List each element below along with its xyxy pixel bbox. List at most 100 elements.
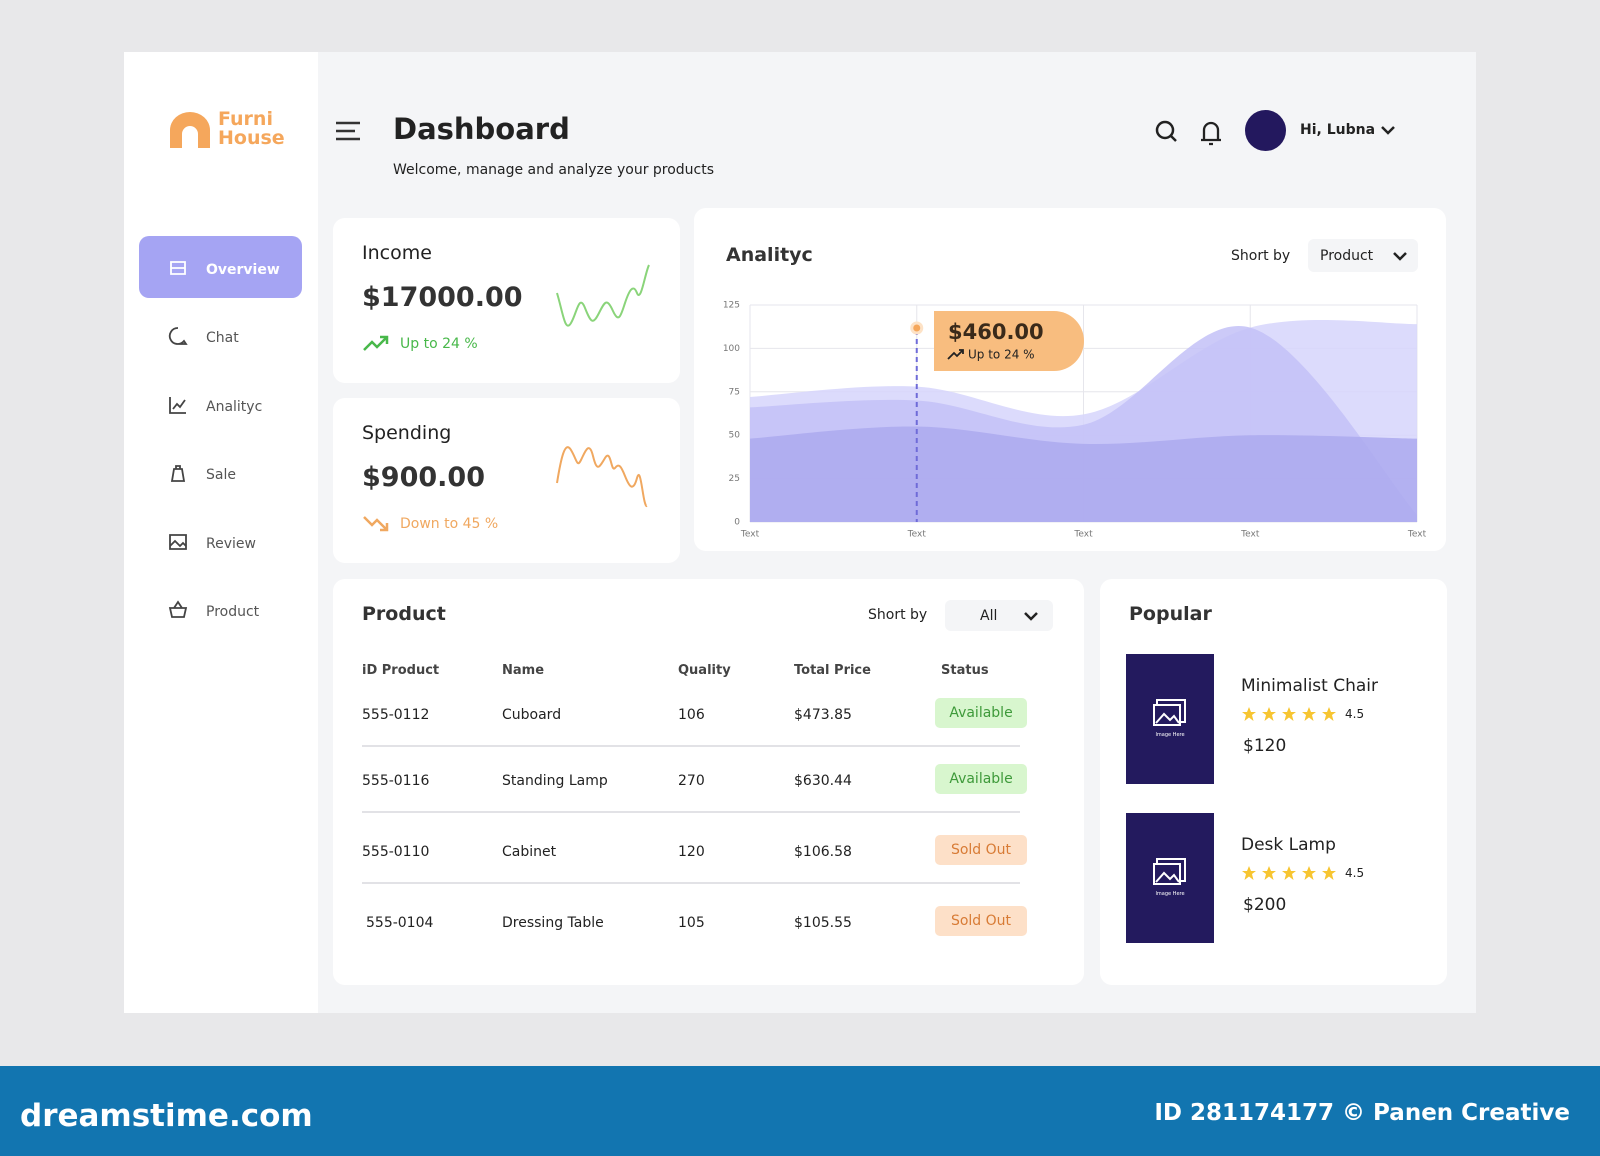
- status-text: Available: [949, 771, 1013, 787]
- star: [1322, 866, 1336, 880]
- price: $120: [1243, 736, 1287, 756]
- cell: 555-0104: [366, 915, 434, 931]
- sort-dropdown[interactable]: Product: [1308, 239, 1418, 272]
- status-text: Sold Out: [950, 913, 1012, 929]
- y-tick-label: 100: [723, 344, 740, 354]
- nav-icon[interactable]: [168, 600, 188, 620]
- nav-icon[interactable]: [168, 532, 188, 552]
- product-image: Image Here: [1126, 654, 1214, 784]
- sort-label: Short by: [1231, 248, 1291, 264]
- sort-dropdown[interactable]: All: [945, 600, 1053, 631]
- nav-icon[interactable]: [168, 395, 188, 415]
- nav-item[interactable]: Chat: [206, 330, 239, 346]
- spending-card: Spending $900.00 Down to 45 %: [333, 398, 680, 563]
- card-change: Down to 45 %: [400, 516, 499, 532]
- y-tick-label: 50: [729, 431, 741, 441]
- column-header: iD Product: [362, 663, 440, 678]
- card-amount: $17000.00: [362, 282, 523, 313]
- y-tick-label: 25: [729, 474, 740, 484]
- header-icons[interactable]: [1154, 118, 1234, 146]
- trend-icon: [363, 516, 389, 532]
- nav-item[interactable]: Product: [206, 604, 260, 620]
- nav-icon[interactable]: [168, 258, 188, 278]
- status-badge: Sold Out: [935, 835, 1027, 865]
- status-badge: Available: [935, 698, 1027, 728]
- avatar[interactable]: [1245, 110, 1286, 151]
- annotation-note: Up to 24 %: [968, 348, 1035, 362]
- nav-item[interactable]: Review: [206, 536, 256, 552]
- star: [1262, 866, 1276, 880]
- footer-site: dreamstime.com: [20, 1098, 313, 1134]
- star: [1282, 707, 1296, 721]
- x-tick-label: Text: [1073, 530, 1093, 540]
- cell: 120: [678, 844, 705, 860]
- cell: 555-0116: [362, 773, 430, 789]
- star: [1262, 707, 1276, 721]
- status-text: Available: [949, 705, 1013, 721]
- page-subtitle: Welcome, manage and analyze your product…: [393, 162, 715, 178]
- cell: $473.85: [794, 707, 852, 723]
- cell: $105.55: [794, 915, 852, 931]
- cell: 105: [678, 915, 705, 931]
- y-tick-label: 125: [723, 301, 740, 311]
- nav-icon[interactable]: [168, 326, 188, 346]
- logo-icon: [170, 112, 210, 148]
- cell: Standing Lamp: [502, 773, 608, 789]
- brand: Furni House: [218, 110, 285, 148]
- footer-credit: ID 281174177 © Panen Creative: [1154, 1100, 1570, 1126]
- status-badge: Available: [935, 764, 1027, 794]
- image-icon: [1153, 699, 1186, 726]
- nav-icon[interactable]: [168, 463, 188, 483]
- cell: 555-0110: [362, 844, 430, 860]
- analytic-card: Analityc Short by Product 0 25 50 75 100 125 T…: [694, 208, 1446, 551]
- star: [1302, 707, 1316, 721]
- menu-icon[interactable]: [335, 120, 361, 142]
- annotation-dot: [910, 321, 924, 335]
- chevron[interactable]: [1392, 250, 1408, 262]
- chevron[interactable]: [1023, 610, 1039, 622]
- cell: 270: [678, 773, 705, 789]
- price: $200: [1243, 895, 1287, 915]
- card-change: Up to 24 %: [400, 336, 478, 352]
- x-tick-label: Text: [907, 530, 927, 540]
- cell: 106: [678, 707, 705, 723]
- x-tick-label: Text: [1407, 530, 1427, 540]
- annotation-box: [934, 311, 1084, 371]
- cell: $630.44: [794, 773, 852, 789]
- star: [1322, 707, 1336, 721]
- chart-title: Analityc: [726, 244, 813, 266]
- nav-item[interactable]: Sale: [206, 467, 236, 483]
- sparkline: [556, 446, 648, 508]
- row-divider: [362, 811, 1020, 813]
- card-label: Income: [362, 242, 432, 264]
- sidebar: [124, 52, 318, 1013]
- trend-icon: [363, 335, 389, 351]
- nav-active[interactable]: [139, 236, 302, 298]
- sparkline: [556, 264, 650, 327]
- image-icon: [1153, 858, 1186, 885]
- image-text: Image Here: [1155, 732, 1185, 738]
- cell: Cuboard: [502, 707, 562, 723]
- nav-item[interactable]: Analityc: [206, 399, 263, 415]
- column-header: Total Price: [794, 663, 871, 678]
- greeting[interactable]: Hi, Lubna: [1300, 122, 1376, 138]
- rating: 4.5: [1345, 707, 1365, 721]
- star: [1302, 866, 1316, 880]
- rating: 4.5: [1345, 866, 1365, 880]
- cell: Dressing Table: [502, 915, 604, 931]
- cell: 555-0112: [362, 707, 430, 723]
- sort-label: Short by: [868, 607, 928, 623]
- sort-value[interactable]: Product: [1320, 248, 1374, 264]
- chart: 0 25 50 75 100 125 Text Text Text Text Text $460.00…: [723, 301, 1427, 540]
- status-text: Sold Out: [950, 842, 1012, 858]
- y-tick-label: 75: [729, 387, 740, 397]
- chevron[interactable]: [1380, 124, 1396, 136]
- star: [1282, 866, 1296, 880]
- product-name: Desk Lamp: [1241, 835, 1336, 855]
- nav-item[interactable]: Overview: [206, 262, 280, 278]
- product-name: Minimalist Chair: [1241, 676, 1379, 696]
- cell: Cabinet: [502, 844, 557, 860]
- sort-value[interactable]: All: [980, 608, 998, 624]
- star: [1242, 707, 1256, 721]
